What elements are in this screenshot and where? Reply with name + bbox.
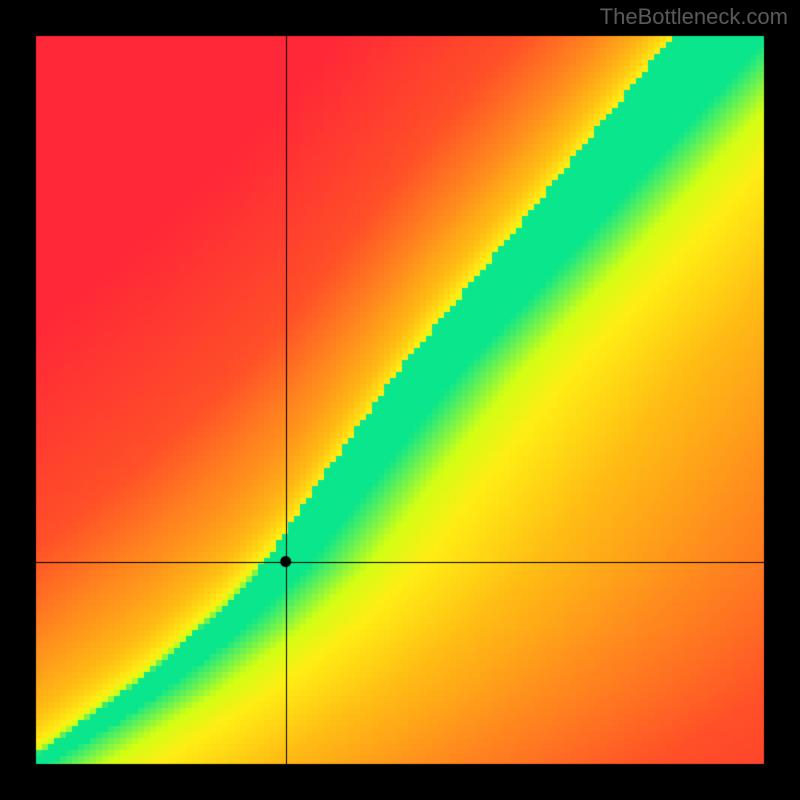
bottleneck-heatmap (0, 0, 800, 800)
watermark-text: TheBottleneck.com (600, 4, 788, 30)
chart-container: TheBottleneck.com (0, 0, 800, 800)
